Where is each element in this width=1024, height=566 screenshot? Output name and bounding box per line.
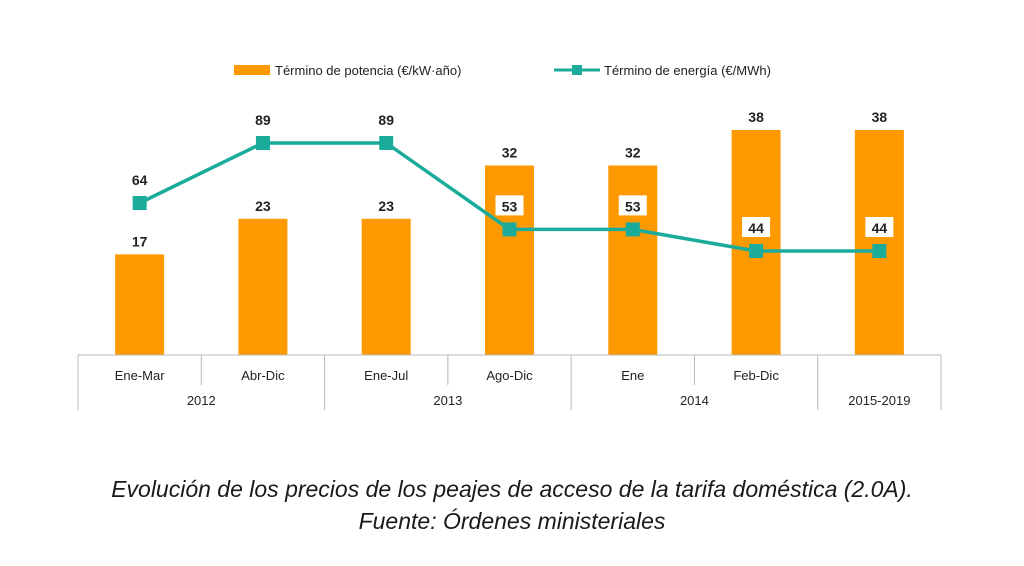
line-label-background (495, 195, 524, 216)
chart-caption: Evolución de los precios de los peajes d… (111, 476, 913, 502)
chart-source: Fuente: Órdenes ministeriales (358, 508, 666, 534)
line-value-label: 44 (872, 220, 888, 236)
line-value-label: 53 (625, 198, 641, 214)
line-point (255, 136, 270, 150)
line-value-label: 44 (748, 220, 764, 236)
group-label: 2012 (187, 393, 216, 408)
bar-value-label: 38 (872, 109, 888, 125)
category-label: Ene-Mar (115, 368, 166, 383)
category-label: Abr-Dic (241, 368, 285, 383)
category-label: Ago-Dic (486, 368, 533, 383)
bar (238, 218, 288, 355)
line-value-label: 64 (132, 172, 148, 188)
category-label: Ene (621, 368, 644, 383)
group-label: 2013 (433, 393, 462, 408)
line-value-label: 89 (378, 112, 394, 128)
bar (361, 218, 411, 355)
line-label-background (618, 195, 647, 216)
group-label: 2015-2019 (848, 393, 910, 408)
line-point (502, 222, 517, 237)
group-label: 2014 (680, 393, 709, 408)
line-value-label: 89 (255, 112, 271, 128)
legend-line-marker (572, 65, 582, 75)
bar-value-label: 17 (132, 233, 148, 249)
bar (608, 165, 658, 355)
bar-value-label: 32 (625, 145, 641, 161)
category-label: Ene-Jul (364, 368, 408, 383)
bar-value-label: 23 (255, 198, 271, 214)
bar (485, 165, 534, 355)
line-point (749, 244, 764, 258)
chart: Término de potencia (€/kW·año) Término de… (77, 63, 942, 410)
category-label: Feb-Dic (733, 368, 779, 383)
line-point (132, 196, 147, 210)
bar (115, 254, 165, 355)
bar-value-label: 38 (748, 109, 764, 125)
legend-bar-label: Término de potencia (€/kW·año) (275, 63, 461, 78)
line-value-label: 53 (502, 198, 518, 214)
bar-value-label: 32 (502, 145, 518, 161)
line-label-background (865, 217, 894, 237)
bar (731, 130, 781, 355)
bar-value-label: 23 (378, 198, 394, 214)
legend-line-label: Término de energía (€/MWh) (604, 63, 771, 78)
line-point (872, 244, 887, 258)
bar (854, 130, 904, 355)
line-label-background (742, 217, 771, 237)
line-point (379, 136, 394, 150)
line-point (625, 222, 640, 237)
legend-bar-swatch (234, 65, 270, 75)
